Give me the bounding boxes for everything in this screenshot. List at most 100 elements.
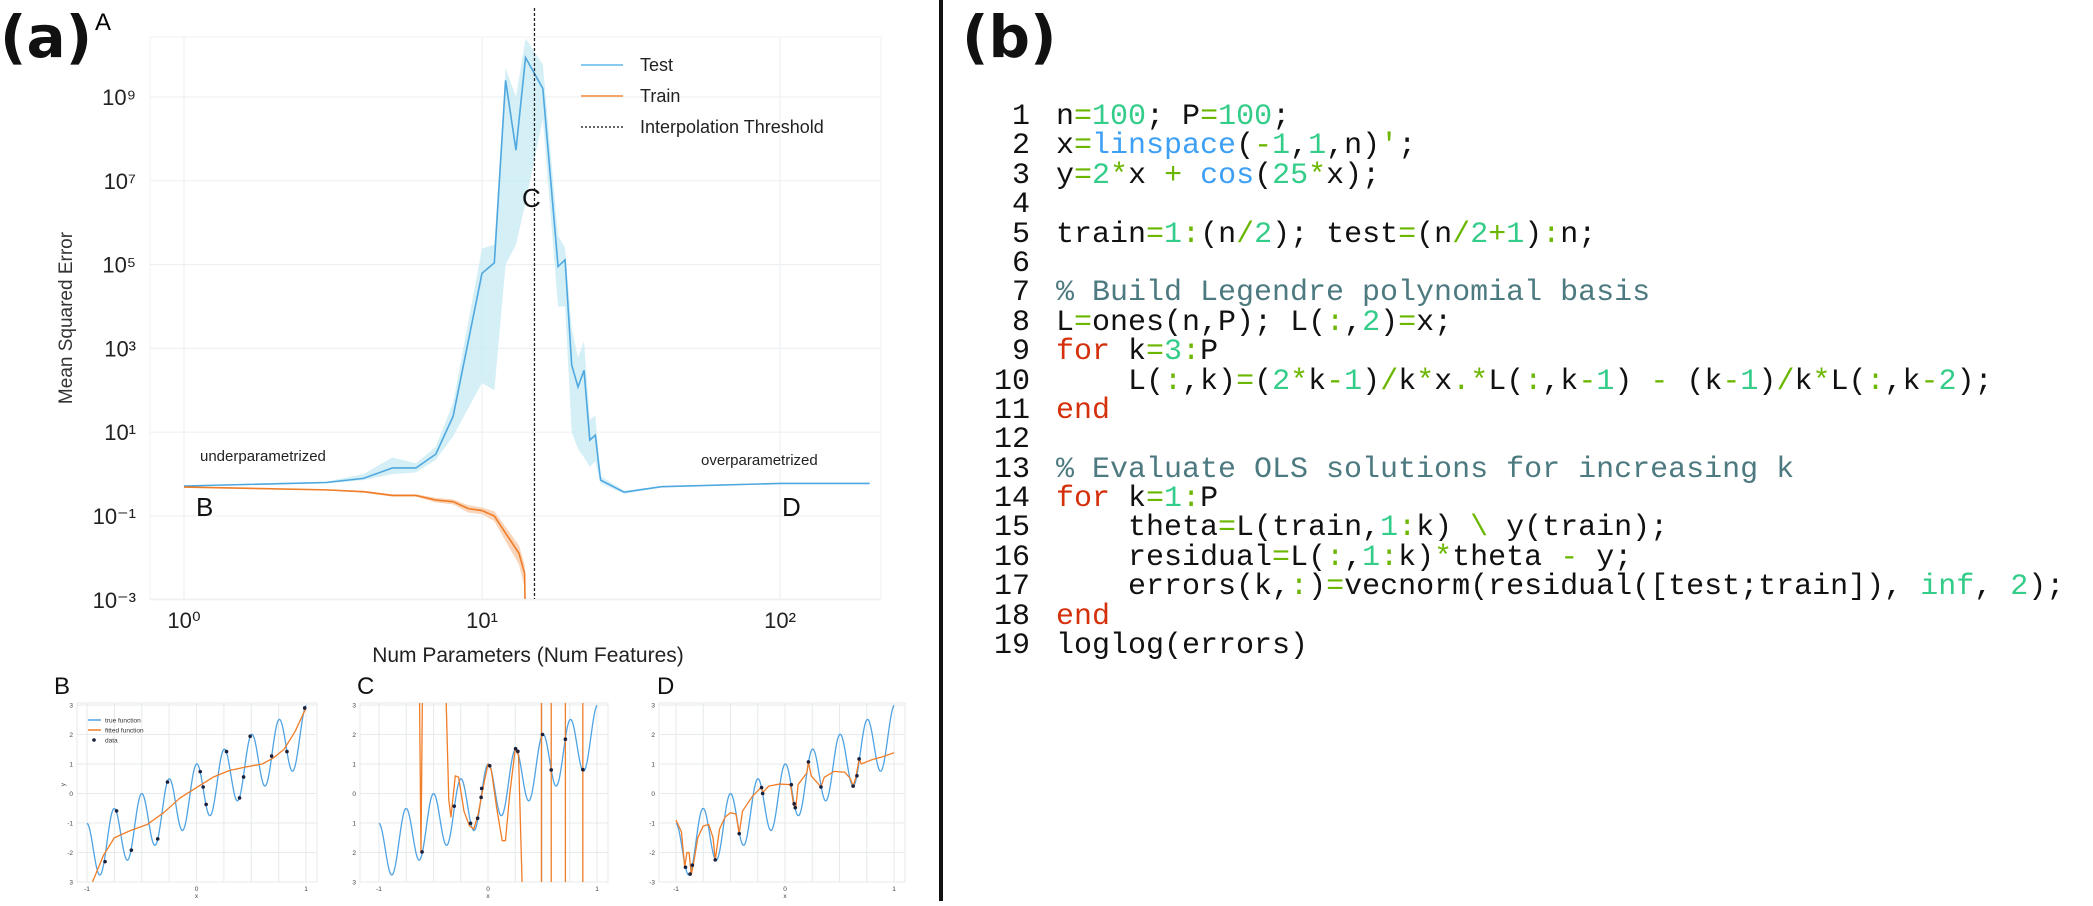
code-operator: :: [1326, 306, 1344, 340]
panel-label-a: (a): [0, 8, 92, 66]
code-number: 2: [1092, 159, 1110, 193]
data-point: [130, 848, 134, 852]
x-tick-label: -1: [376, 886, 382, 893]
line-number: 13: [985, 456, 1030, 485]
line-number: 3: [985, 162, 1030, 191]
y-tick-label: -1: [649, 821, 655, 828]
y-tick-label: 10⁵: [102, 253, 136, 278]
line-number: 2: [985, 132, 1030, 161]
code-line: 3 y=2*x + cos(25*x);: [985, 162, 2064, 191]
code-content: n=100; P=100;: [1056, 103, 1290, 132]
y-tick-label: 1: [69, 762, 73, 769]
code-text: k: [1794, 365, 1812, 399]
code-line: 11 end: [985, 397, 2064, 426]
code-number: 2: [1939, 365, 1957, 399]
data-point: [761, 792, 765, 796]
code-number: 1: [1740, 365, 1758, 399]
code-operator: =: [1398, 306, 1416, 340]
code-text: ,: [1974, 570, 2010, 604]
data-point: [807, 760, 811, 764]
code-text: ): [1362, 365, 1380, 399]
y-tick-label: 2: [352, 850, 356, 857]
line-number: 6: [985, 250, 1030, 279]
code-number: 1: [1506, 218, 1524, 252]
data-point: [198, 770, 202, 774]
data-point: [204, 803, 208, 807]
data-point: [225, 750, 229, 754]
y-tick-label: 10³: [104, 336, 136, 361]
panel-label-A: A: [95, 9, 111, 36]
y-tick-label: 3: [69, 703, 73, 710]
annotation-C: C: [522, 183, 541, 213]
code-number: 2: [1470, 218, 1488, 252]
y-tick-label: -2: [67, 850, 73, 857]
y-tick-label: 2: [651, 732, 655, 739]
code-operator: :: [1542, 218, 1560, 252]
code-text: L(: [1488, 365, 1524, 399]
code-operator: ': [1380, 129, 1398, 163]
line-number: 12: [985, 426, 1030, 455]
line-number: 14: [985, 485, 1030, 514]
code-text: (n: [1416, 218, 1452, 252]
line-number: 19: [985, 632, 1030, 661]
code-line: 13 % Evaluate OLS solutions for increasin…: [985, 456, 2064, 485]
data-point: [688, 872, 692, 876]
line-number: 7: [985, 279, 1030, 308]
line-number: 9: [985, 338, 1030, 367]
x-tick-label: 0: [486, 886, 490, 893]
legend-data-marker: [92, 738, 96, 742]
data-point: [760, 786, 764, 790]
data-point: [156, 837, 160, 841]
data-point: [469, 821, 473, 825]
code-text: (: [1254, 365, 1272, 399]
code-text: ); test: [1272, 218, 1398, 252]
code-text: (: [1254, 159, 1272, 193]
y-tick-label: 1: [352, 762, 356, 769]
code-line: 16 residual=L(:,1:k)*theta - y;: [985, 544, 2064, 573]
code-line: 19 loglog(errors): [985, 632, 2064, 661]
y-tick-label: -1: [67, 821, 73, 828]
code-operator: +: [1488, 218, 1506, 252]
code-operator: /: [1236, 218, 1254, 252]
legend-true-function-label: true function: [105, 718, 141, 725]
code-text: ,: [1344, 306, 1362, 340]
data-point: [549, 768, 553, 772]
x-tick-label: -1: [673, 886, 679, 893]
code-text: x: [1128, 159, 1164, 193]
data-point: [713, 858, 717, 862]
code-content: L=ones(n,P); L(:,2)=x;: [1056, 309, 1452, 338]
line-number: 11: [985, 397, 1030, 426]
code-number: 25: [1272, 159, 1308, 193]
data-point: [420, 850, 424, 854]
code-content: x=linspace(-1,1,n)';: [1056, 132, 1416, 161]
x-tick-label: 0: [783, 886, 787, 893]
code-text: ,k): [1182, 365, 1236, 399]
code-content: % Evaluate OLS solutions for increasing …: [1056, 456, 1794, 485]
data-point: [488, 764, 492, 768]
code-text: L(: [1830, 365, 1866, 399]
code-line: 4: [985, 191, 2064, 220]
code-number: inf: [1920, 570, 1974, 604]
code-operator: /: [1380, 365, 1398, 399]
legend-data-label: data: [105, 738, 118, 745]
code-content: end: [1056, 397, 1110, 426]
data-point: [480, 787, 484, 791]
annotation-overparametrized: overparametrized: [701, 452, 818, 469]
code-text: );: [2028, 570, 2064, 604]
code-content: y=2*x + cos(25*x);: [1056, 162, 1380, 191]
code-text: loglog(errors): [1056, 629, 1308, 663]
data-point: [452, 804, 456, 808]
code-content: for k=1:P: [1056, 485, 1218, 514]
code-line: 10 L(:,k)=(2*k-1)/k*x.*L(:,k-1) - (k-1)/…: [985, 368, 2064, 397]
code-line: 12: [985, 426, 2064, 455]
code-operator: :: [1867, 365, 1885, 399]
x-tick-label: -1: [84, 886, 90, 893]
code-line: 17 errors(k,:)=vecnorm(residual([test;tr…: [985, 573, 2064, 602]
code-operator: /: [1776, 365, 1794, 399]
line-number: 18: [985, 603, 1030, 632]
code-operator: *: [1290, 365, 1308, 399]
